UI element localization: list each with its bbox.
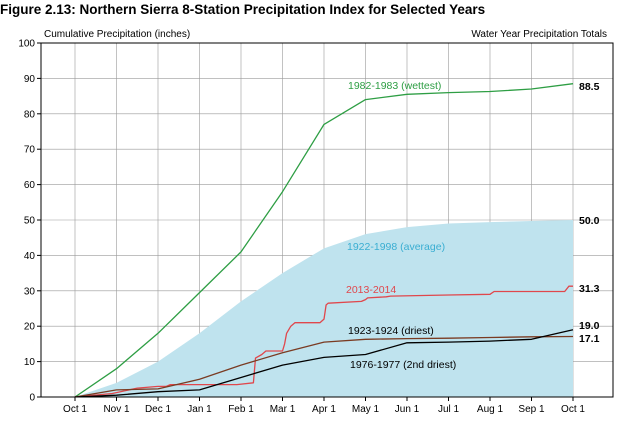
y-tick-label: 60 bbox=[24, 180, 36, 191]
series-line-second_driest bbox=[74, 329, 574, 397]
area-layer bbox=[75, 220, 573, 397]
x-tick-label: Aug 1 bbox=[477, 404, 504, 415]
x-tick-label: Jun 1 bbox=[395, 404, 420, 415]
total-driest: 17.1 bbox=[579, 333, 600, 345]
series-label-average: 1922-1998 (average) bbox=[347, 241, 445, 253]
series-label-2013: 2013-2014 bbox=[346, 284, 396, 296]
series-area-average bbox=[75, 220, 573, 397]
line-layer bbox=[74, 83, 574, 397]
total-second-driest: 19.0 bbox=[579, 320, 600, 332]
totals-header: Water Year Precipitation Totals bbox=[471, 29, 607, 40]
x-tick-label: Sep 1 bbox=[518, 404, 545, 415]
y-tick-label: 20 bbox=[24, 322, 36, 333]
y-tick-label: 80 bbox=[24, 109, 36, 120]
y-tick-label: 70 bbox=[24, 145, 36, 156]
x-axis: Oct 1 Nov 1 Dec 1 Jan 1 Feb 1 Mar 1 Apr 1 May 1… bbox=[63, 397, 585, 415]
series-label-driest: 1923-1924 (driest) bbox=[348, 325, 434, 337]
y-tick-label: 100 bbox=[18, 39, 35, 50]
total-average: 50.0 bbox=[579, 215, 600, 227]
x-tick-label: Oct 1 bbox=[561, 404, 585, 415]
y-tick-label: 50 bbox=[24, 216, 36, 227]
total-2013: 31.3 bbox=[579, 283, 600, 295]
x-tick-label: Feb 1 bbox=[228, 404, 254, 415]
total-wettest: 88.5 bbox=[579, 81, 600, 93]
x-tick-label: Jul 1 bbox=[438, 404, 460, 415]
x-tick-label: Nov 1 bbox=[103, 404, 130, 415]
y-tick-label: 30 bbox=[24, 286, 36, 297]
y-tick-label: 0 bbox=[29, 393, 35, 404]
y-tick-label: 40 bbox=[24, 251, 36, 262]
chart-title: Figure 2.13: Northern Sierra 8-Station P… bbox=[0, 2, 486, 17]
y-tick-label: 10 bbox=[24, 357, 36, 368]
series-line-driest bbox=[74, 335, 574, 397]
x-tick-label: Apr 1 bbox=[312, 404, 336, 415]
y-axis: 0 10 20 30 40 50 60 70 80 90 100 bbox=[18, 39, 41, 404]
series-label-wettest: 1982-1983 (wettest) bbox=[348, 80, 441, 92]
y-tick-label: 90 bbox=[24, 74, 36, 85]
series-line-wettest bbox=[74, 83, 574, 397]
x-tick-label: Mar 1 bbox=[270, 404, 296, 415]
y-axis-label: Cumulative Precipitation (inches) bbox=[44, 29, 190, 40]
series-label-second-driest: 1976-1977 (2nd driest) bbox=[350, 359, 456, 371]
x-tick-label: Dec 1 bbox=[145, 404, 172, 415]
x-tick-label: Oct 1 bbox=[63, 404, 87, 415]
x-tick-label: Jan 1 bbox=[187, 404, 212, 415]
x-tick-label: May 1 bbox=[352, 404, 380, 415]
